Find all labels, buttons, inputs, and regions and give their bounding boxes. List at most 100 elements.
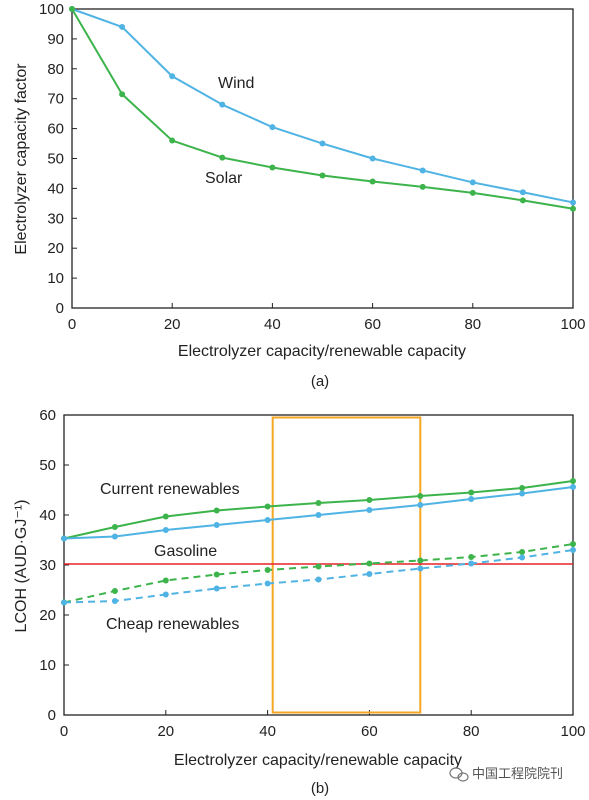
- panel-b-ylabel: LCOH (AUD·GJ⁻¹): [13, 500, 30, 633]
- panel-b-series-3-point: [315, 576, 322, 583]
- panel-a-frame: [71, 8, 574, 309]
- panel-b-annotation-cheap: Cheap renewables: [106, 616, 239, 633]
- panel-b-series-3-point: [519, 554, 526, 561]
- panel-a-xtick-label: 20: [164, 316, 181, 333]
- panel-a-series: [69, 6, 576, 212]
- panel-b-xtick-label: 60: [361, 723, 378, 740]
- panel-a-series-1-point: [369, 178, 376, 185]
- panel-a-ytick-label: 10: [47, 270, 64, 287]
- panel-a-series-1-point: [319, 172, 326, 179]
- panel-b-series-3-point: [264, 580, 271, 587]
- panel-a-ytick-label: 0: [56, 300, 64, 317]
- panel-a-ytick-label: 80: [47, 61, 64, 78]
- panel-b-series: [61, 416, 576, 714]
- panel-b-series-1-point: [417, 502, 424, 508]
- panel-a-series-1-point: [219, 154, 226, 161]
- panel-b-xtick-label: 20: [157, 723, 174, 740]
- panel-b-series-2-point: [213, 571, 220, 578]
- panel-a-series-0-point: [519, 189, 526, 196]
- panel-a-ytick-label: 100: [39, 1, 64, 18]
- panel-a-ytick-label: 60: [47, 121, 64, 138]
- panel-b-series-1-point: [264, 517, 271, 523]
- panel-b-axes: 0 10 20 30 40 50 60 0 20 40 60 80 100: [39, 407, 585, 740]
- panel-b: 0 10 20 30 40 50 60 0 20 40 60 80 100 Current renewa…: [13, 407, 586, 797]
- panel-b-series-3-point: [61, 599, 67, 606]
- panel-b-series-3-point: [111, 598, 118, 604]
- panel-a-series-1-point: [570, 205, 576, 212]
- panel-a-series-1-point: [269, 164, 276, 171]
- panel-b-ytick-label: 10: [39, 657, 56, 674]
- panel-b-series-2-point: [519, 549, 526, 555]
- panel-a-series-1-point: [169, 137, 176, 144]
- panel-b-series-0-point: [162, 513, 169, 520]
- panel-b-series-2-point: [315, 563, 322, 570]
- panel-b-series-3-point: [366, 571, 373, 577]
- panel-b-annotation-current: Current renewables: [100, 481, 240, 498]
- panel-a-series-0-point: [570, 199, 576, 206]
- panel-b-xtick-label: 80: [463, 723, 480, 740]
- panel-b-series-1-point: [570, 484, 576, 490]
- panel-b-series-0-point: [417, 493, 424, 499]
- panel-b-series-1-point: [213, 522, 220, 528]
- panel-b-series-1-point: [366, 507, 373, 513]
- panel-b-series-3-line: [63, 549, 574, 604]
- panel-b-series-0-point: [570, 478, 576, 484]
- panel-a-series-1-point: [419, 183, 426, 190]
- wechat-icon: [449, 767, 469, 782]
- panel-a-xlabel: Electrolyzer capacity/renewable capacity: [178, 343, 466, 360]
- panel-a-series-0-point: [369, 155, 376, 162]
- panel-b-caption: (b): [311, 780, 329, 797]
- panel-b-series-2-point: [468, 554, 475, 560]
- panel-b-ytick-label: 40: [39, 507, 56, 524]
- panel-b-series-3-point: [468, 560, 475, 567]
- panel-b-annotation-gasoline: Gasoline: [154, 543, 217, 560]
- watermark: 中国工程院院刊: [449, 767, 563, 782]
- panel-b-series-2-point: [111, 588, 118, 594]
- panel-b-series-3-point: [162, 591, 169, 598]
- panel-b-ytick-label: 50: [39, 457, 56, 474]
- panel-a-annotation-solar: Solar: [205, 170, 243, 187]
- panel-b-series-3-point: [417, 565, 424, 572]
- panel-a-caption: (a): [311, 373, 329, 390]
- panel-a-xtick-label: 100: [560, 316, 585, 333]
- panel-a-series-0-point: [319, 140, 326, 147]
- panel-a-ytick-label: 20: [47, 240, 64, 257]
- panel-b-xtick-label: 0: [60, 723, 68, 740]
- panel-b-xtick-label: 100: [560, 723, 585, 740]
- panel-b-series-1-point: [315, 512, 322, 518]
- panel-b-ytick-label: 60: [39, 407, 56, 424]
- panel-b-series-2-point: [264, 567, 271, 573]
- panel-a-xtick-label: 80: [464, 316, 481, 333]
- panel-a-series-0-point: [419, 167, 426, 174]
- panel-b-ytick-label: 0: [48, 707, 56, 724]
- panel-a-ytick-label: 30: [47, 210, 64, 227]
- panel-a-ylabel: Electrolyzer capacity factor: [13, 63, 30, 255]
- panel-b-ytick-label: 30: [39, 557, 56, 574]
- panel-b-series-2-point: [366, 560, 373, 567]
- panel-b-series-1-point: [61, 535, 67, 542]
- panel-a-ytick-label: 40: [47, 180, 64, 197]
- panel-b-series-1-point: [111, 533, 118, 540]
- panel-a-annotation-wind: Wind: [218, 75, 254, 92]
- panel-b-series-2-point: [570, 541, 576, 547]
- panel-a-xtick-label: 0: [68, 316, 76, 333]
- panel-a-series-0-point: [469, 179, 476, 186]
- panel-a-ytick-label: 90: [47, 31, 64, 48]
- panel-a-series-0-point: [169, 73, 176, 80]
- panel-a-series-1-point: [469, 189, 476, 196]
- panel-b-series-0-point: [519, 485, 526, 491]
- panel-b-xtick-label: 40: [259, 723, 276, 740]
- panel-a-ytick-label: 50: [47, 151, 64, 168]
- panel-a-series-0-point: [219, 101, 226, 108]
- panel-b-xlabel: Electrolyzer capacity/renewable capacity: [174, 752, 462, 769]
- panel-b-series-0-point: [315, 500, 322, 506]
- panel-b-series-2-point: [162, 577, 169, 584]
- panel-a-series-1-point: [69, 6, 75, 12]
- panel-b-series-1-point: [519, 490, 526, 497]
- panel-b-series-0-point: [468, 489, 475, 496]
- watermark-text: 中国工程院院刊: [472, 767, 563, 782]
- panel-a-axes: 0 10 20 30 40 50 60 70 80 90 100 0 20 40 60 80 100: [39, 1, 586, 333]
- panel-a-xtick-label: 40: [264, 316, 281, 333]
